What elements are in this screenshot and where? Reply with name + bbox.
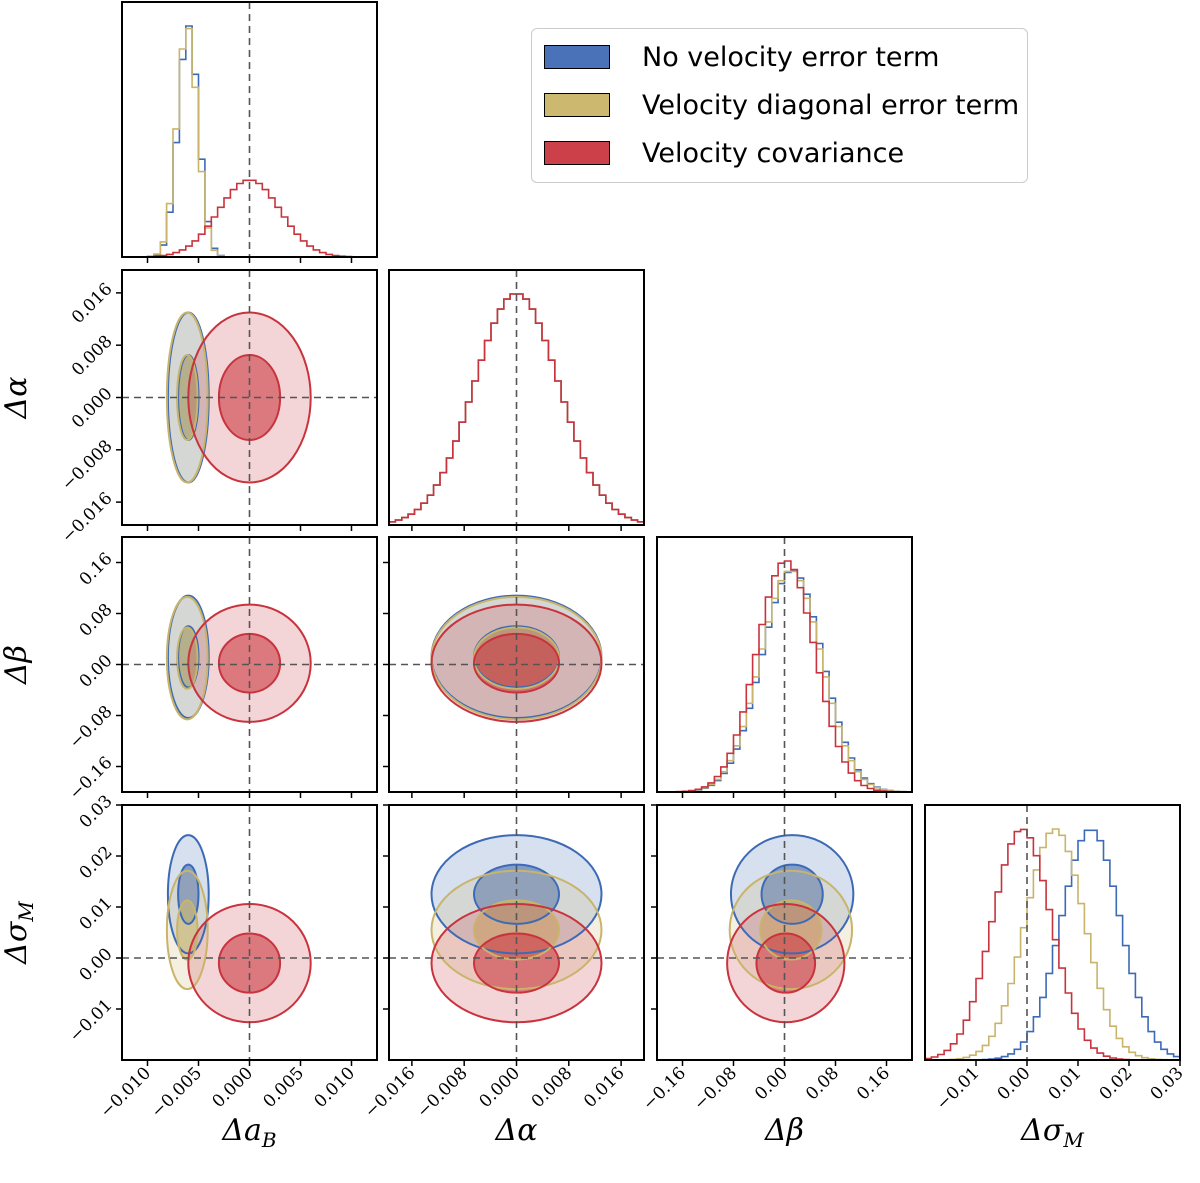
contour-line-0-1sigma: [177, 863, 200, 925]
x-tick-label: 0.16: [853, 1063, 894, 1104]
axis-label-symbol: Δβ: [764, 1113, 804, 1148]
x-tick-label: 0.02: [1096, 1063, 1137, 1104]
x-tick-label: 0.00: [751, 1063, 792, 1104]
axis-label-symbol: Δσ: [1020, 1113, 1065, 1148]
axis-label-subscript: B: [261, 1128, 277, 1152]
x-tick-label: −0.01: [933, 1063, 984, 1114]
y-tick-label: 0.000: [68, 384, 117, 433]
contour-line-0-2sigma: [166, 594, 210, 720]
panel-Δa_B-Δa_B: [122, 2, 377, 257]
x-axis-label: ΔaB: [221, 1113, 276, 1152]
legend-item-no-velocity-error: No velocity error term: [544, 41, 940, 73]
x-tick-label: 0.000: [208, 1063, 257, 1112]
x-axis-label: ΔσM: [1020, 1113, 1084, 1152]
axis-label-symbol: Δα: [495, 1113, 538, 1148]
y-tick-label: 0.00: [76, 651, 117, 692]
contour-line-2-1sigma: [473, 932, 560, 994]
y-tick-label: −0.01: [66, 995, 117, 1046]
contour-line-2-2sigma: [726, 902, 846, 1024]
y-axis-label: Δβ: [0, 645, 34, 685]
x-tick-label: 0.03: [1147, 1063, 1188, 1104]
x-tick-label: −0.016: [361, 1063, 420, 1122]
contour-line-0-1sigma: [760, 863, 824, 925]
contour-line-0-2sigma: [729, 834, 855, 955]
y-tick-label: 0.02: [76, 842, 117, 883]
y-tick-label: −0.008: [58, 436, 117, 495]
axis-label-symbol: Δa: [221, 1113, 262, 1148]
contour-line-2-1sigma: [755, 932, 817, 994]
y-tick-label: −0.16: [66, 753, 117, 804]
x-tick-label: 0.016: [580, 1063, 629, 1112]
legend-swatch-gold: [544, 93, 610, 117]
panel-Δσ_M-Δσ_M: [925, 805, 1180, 1060]
y-tick-label: 0.016: [68, 279, 117, 328]
y-tick-label: 0.00: [76, 944, 117, 985]
axis-label-symbol: Δσ: [0, 920, 34, 965]
contour-line-1-2sigma: [728, 869, 854, 991]
contour-line-1-2sigma: [165, 869, 209, 991]
x-axis-label: Δα: [495, 1113, 538, 1148]
histogram-1: [925, 828, 1180, 1060]
contour-fill-2-1sigma: [218, 355, 281, 440]
legend-item-velocity-covariance: Velocity covariance: [544, 137, 905, 169]
x-tick-label: −0.005: [147, 1063, 206, 1122]
y-tick-label: −0.016: [58, 489, 117, 548]
panel-Δa_B-Δβ: [122, 537, 377, 792]
x-tick-label: −0.08: [690, 1063, 741, 1114]
panel-Δa_B-Δσ_M: [122, 805, 377, 1060]
histogram-2: [122, 179, 377, 257]
x-tick-label: −0.16: [639, 1063, 690, 1114]
legend-label: Velocity diagonal error term: [642, 89, 1020, 121]
x-tick-label: 0.01: [1045, 1063, 1086, 1104]
contour-line-0-1sigma: [177, 625, 200, 689]
contour-line-1-1sigma: [473, 899, 560, 961]
x-tick-label: 0.010: [310, 1063, 359, 1112]
contour-fill-1-1sigma: [177, 900, 198, 960]
legend-swatch-red: [544, 141, 610, 165]
legend: No velocity error term Velocity diagonal…: [531, 28, 1028, 183]
contour-line-1-1sigma: [759, 899, 823, 961]
panel-Δa_B-Δα: [122, 270, 377, 525]
x-tick-label: −0.008: [413, 1063, 472, 1122]
contour-fill-2-1sigma: [756, 933, 816, 993]
panel-frame: [924, 804, 1181, 1061]
y-axis-label: ΔσM: [0, 901, 38, 965]
x-tick-label: 0.00: [994, 1063, 1035, 1104]
panel-Δα-Δα: [389, 270, 644, 525]
y-tick-label: −0.08: [66, 702, 117, 753]
panel-Δβ-Δσ_M: [657, 805, 912, 1060]
legend-label: Velocity covariance: [642, 137, 905, 169]
y-tick-label: 0.01: [76, 893, 117, 934]
y-tick-label: 0.008: [68, 332, 117, 381]
axis-label-subscript: M: [14, 901, 38, 923]
panel-Δα-Δσ_M: [389, 805, 644, 1060]
contour-line-1-2sigma: [165, 595, 209, 721]
contour-line-2-1sigma: [217, 932, 282, 994]
contour-line-1-1sigma: [176, 626, 199, 690]
legend-swatch-blue: [544, 45, 610, 69]
legend-item-velocity-diagonal: Velocity diagonal error term: [544, 89, 1020, 121]
x-tick-label: 0.000: [475, 1063, 524, 1112]
axis-label-subscript: M: [1062, 1128, 1084, 1152]
axis-label-symbol: Δα: [0, 377, 34, 420]
y-tick-label: 0.08: [76, 600, 117, 641]
contour-line-0-1sigma: [473, 863, 560, 925]
histogram-2: [925, 828, 1180, 1060]
panel-Δβ-Δβ: [657, 537, 912, 792]
x-axis-label: Δβ: [764, 1113, 804, 1148]
x-tick-label: −0.010: [96, 1063, 155, 1122]
x-tick-label: 0.08: [802, 1063, 843, 1104]
y-tick-label: 0.16: [76, 549, 117, 590]
legend-label: No velocity error term: [642, 41, 940, 73]
axis-label-symbol: Δβ: [0, 645, 34, 685]
x-tick-label: 0.008: [528, 1063, 577, 1112]
panel-Δα-Δβ: [389, 537, 644, 792]
y-axis-label: Δα: [0, 377, 34, 420]
x-tick-label: 0.005: [259, 1063, 308, 1112]
